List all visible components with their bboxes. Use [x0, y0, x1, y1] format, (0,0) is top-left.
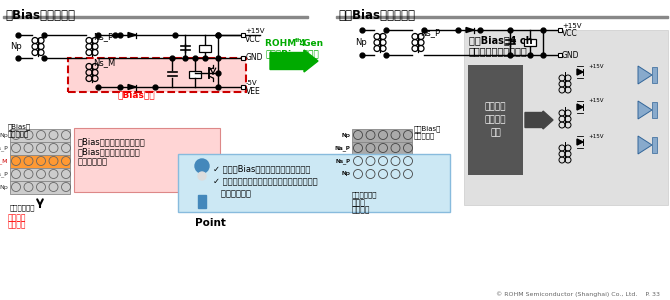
- Bar: [652, 102, 657, 118]
- Bar: [558, 28, 562, 32]
- Bar: [241, 85, 245, 89]
- Text: +15V: +15V: [588, 134, 604, 139]
- Text: Ns_P: Ns_P: [0, 171, 8, 177]
- Text: 无负Bias的: 无负Bias的: [414, 126, 442, 132]
- Text: 变压器设计: 变压器设计: [8, 131, 29, 137]
- Text: Np: Np: [341, 133, 350, 137]
- Circle shape: [195, 159, 209, 173]
- Text: Na_P: Na_P: [334, 145, 350, 151]
- Text: th: th: [295, 38, 302, 43]
- Text: Np: Np: [0, 184, 8, 190]
- Text: Np: Np: [341, 133, 350, 137]
- Text: VEE: VEE: [246, 86, 261, 95]
- Text: ✓ 变压器设计得以简化，多输出的栅极驱动器
   电源设计方便: ✓ 变压器设计得以简化，多输出的栅极驱动器 电源设计方便: [213, 177, 318, 199]
- Text: Ns_P: Ns_P: [420, 28, 440, 37]
- Bar: [241, 33, 245, 37]
- Text: +15V: +15V: [588, 98, 604, 104]
- FancyBboxPatch shape: [68, 58, 246, 92]
- Bar: [10, 142, 70, 154]
- Bar: [198, 195, 206, 208]
- Bar: [352, 128, 412, 142]
- Bar: [352, 142, 412, 154]
- Polygon shape: [638, 66, 652, 84]
- FancyBboxPatch shape: [178, 154, 450, 212]
- Bar: [241, 56, 245, 60]
- Text: Np: Np: [0, 133, 8, 137]
- Text: 变压器截面图: 变压器截面图: [10, 204, 36, 211]
- Text: Ns_P: Ns_P: [93, 32, 113, 41]
- Text: 无负Bias电源设计例: 无负Bias电源设计例: [338, 9, 415, 22]
- Text: ROHM 4: ROHM 4: [265, 38, 306, 47]
- Text: 性能恶化: 性能恶化: [8, 220, 27, 230]
- Polygon shape: [577, 104, 583, 110]
- Text: Np: Np: [355, 38, 366, 47]
- Text: Point: Point: [195, 218, 226, 228]
- Polygon shape: [577, 139, 583, 145]
- Bar: [652, 67, 657, 83]
- Bar: [10, 128, 70, 142]
- Polygon shape: [577, 69, 583, 75]
- Bar: [3, 16, 308, 18]
- Text: -5V: -5V: [246, 80, 258, 86]
- Bar: [558, 53, 562, 57]
- Text: 栅极驱动器电源设计例: 栅极驱动器电源设计例: [469, 46, 528, 56]
- Text: 无需负Bias的场合: 无需负Bias的场合: [265, 50, 319, 58]
- Text: Ns_M: Ns_M: [93, 58, 115, 67]
- Polygon shape: [638, 101, 652, 119]
- Bar: [10, 167, 70, 181]
- Bar: [10, 181, 70, 194]
- FancyBboxPatch shape: [74, 128, 220, 192]
- Text: VCC: VCC: [245, 34, 261, 43]
- Text: 负Bias电路的器件个数多，: 负Bias电路的器件个数多，: [78, 137, 146, 146]
- Text: © ROHM Semiconductor (Shanghai) Co., Ltd.    P. 33: © ROHM Semiconductor (Shanghai) Co., Ltd…: [496, 291, 660, 297]
- Text: 密度好: 密度好: [352, 199, 366, 208]
- Polygon shape: [128, 85, 136, 89]
- FancyArrow shape: [270, 50, 318, 72]
- Text: Np: Np: [10, 42, 21, 51]
- Text: VCC: VCC: [562, 29, 578, 38]
- Polygon shape: [638, 136, 652, 154]
- Text: +15V: +15V: [588, 64, 604, 68]
- Bar: [652, 137, 657, 153]
- Bar: [336, 16, 668, 18]
- Text: 性能良好: 性能良好: [352, 206, 371, 214]
- Text: Gen: Gen: [300, 38, 323, 47]
- Bar: [199, 44, 211, 52]
- Circle shape: [198, 172, 206, 180]
- Text: 无负Bias的4 ch: 无负Bias的4 ch: [469, 35, 533, 45]
- Text: 变压器截面图: 变压器截面图: [352, 191, 377, 198]
- Text: 负Bias生成的变压器设计: 负Bias生成的变压器设计: [78, 147, 141, 156]
- Text: GND: GND: [562, 50, 580, 59]
- Polygon shape: [128, 32, 136, 38]
- Bar: [352, 154, 412, 167]
- Text: 也更加复杂。: 也更加复杂。: [78, 157, 108, 166]
- Text: Ns_M: Ns_M: [0, 158, 8, 164]
- FancyArrow shape: [525, 111, 553, 129]
- Bar: [524, 38, 536, 46]
- Text: Ns_P: Ns_P: [335, 158, 350, 164]
- Bar: [464, 30, 668, 205]
- Text: +15V: +15V: [245, 28, 265, 34]
- Text: Np: Np: [341, 172, 350, 176]
- Bar: [189, 70, 201, 77]
- Text: 变压器设计: 变压器设计: [414, 133, 436, 139]
- Text: 负Bias电源设计例: 负Bias电源设计例: [5, 9, 75, 22]
- Text: 有Bias的: 有Bias的: [8, 124, 31, 130]
- Text: Ns_P: Ns_P: [0, 145, 8, 151]
- Text: Np: Np: [341, 172, 350, 176]
- Text: Ns_P: Ns_P: [335, 158, 350, 164]
- Text: 优良变压
器设计应
用例: 优良变压 器设计应 用例: [485, 102, 507, 138]
- Text: 密度不好: 密度不好: [8, 214, 27, 223]
- Bar: [468, 65, 523, 175]
- Text: ✓ 无需负Bias时，电路简化、成本降低: ✓ 无需负Bias时，电路简化、成本降低: [213, 164, 310, 173]
- Text: Ns_P: Ns_P: [335, 145, 350, 151]
- Text: +15V: +15V: [562, 23, 582, 29]
- Bar: [10, 154, 70, 167]
- Text: GND: GND: [246, 53, 263, 62]
- Text: 负Bias电路: 负Bias电路: [118, 91, 155, 100]
- Bar: [352, 167, 412, 181]
- Polygon shape: [466, 28, 474, 32]
